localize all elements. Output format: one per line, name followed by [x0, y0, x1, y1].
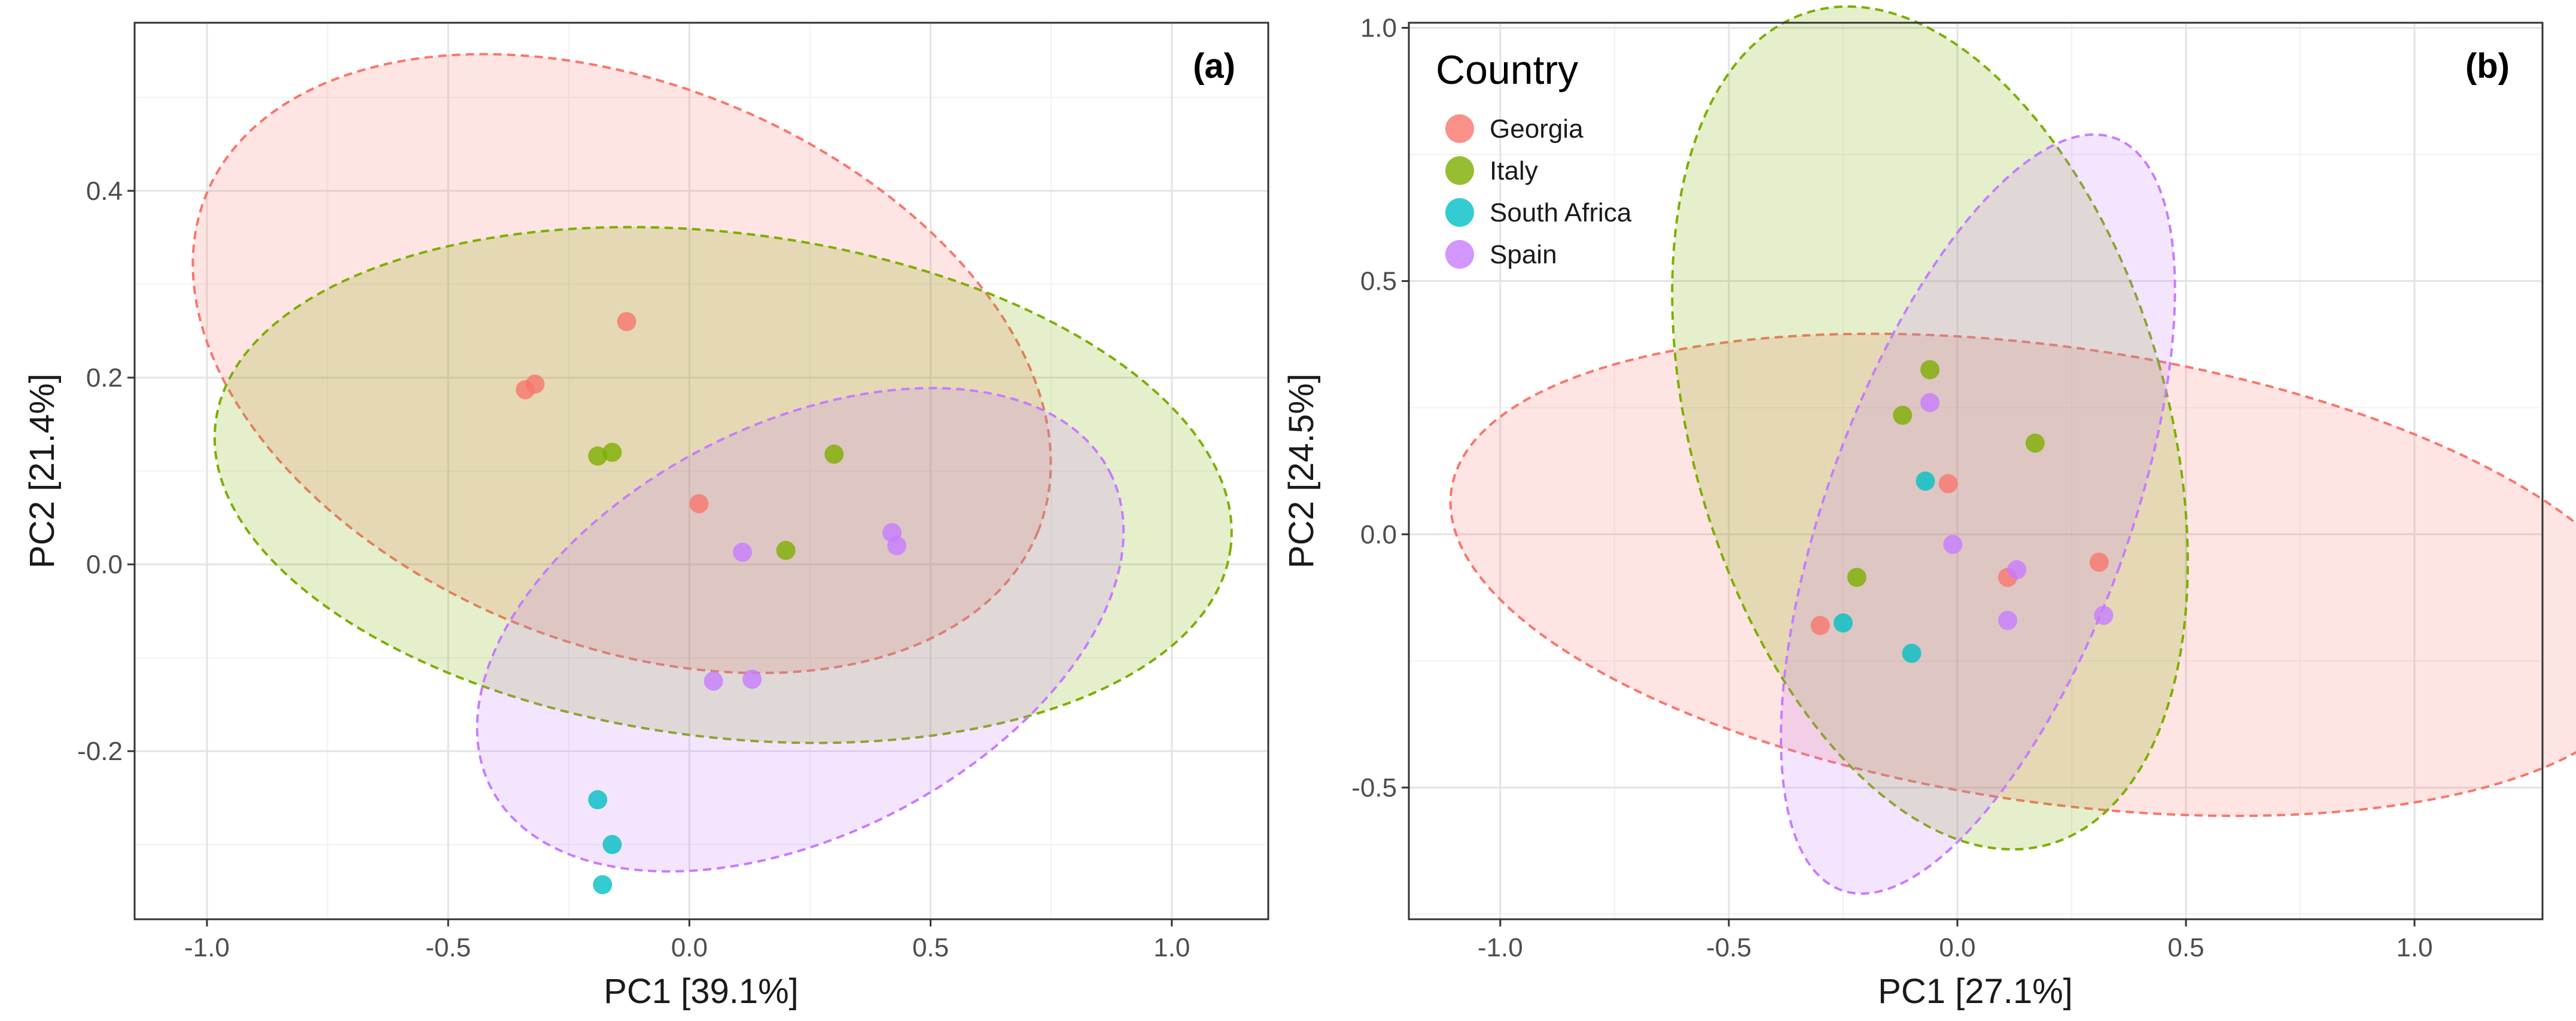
ellipse-spain	[1780, 133, 2176, 895]
panel-label-a: (a)	[1193, 47, 1235, 86]
points-b	[1810, 360, 2114, 663]
x-tick-label: 0.5	[2167, 933, 2204, 962]
x-tick-label: 0.5	[912, 933, 949, 962]
point-south-africa	[1902, 643, 1922, 663]
ellipse-spain	[476, 387, 1125, 873]
point-spain	[704, 671, 723, 691]
point-italy	[824, 444, 844, 464]
legend-item-spain: Spain	[1445, 240, 1557, 269]
grid-a	[135, 23, 1268, 919]
point-south-africa	[1833, 613, 1853, 633]
panel-b: -1.0 -0.5 0.0 0.5 1.0 -0.5 0.0 0.5 1.0 (b) PC1 […	[1282, 5, 2576, 1011]
ellipse-georgia	[1449, 332, 2576, 818]
point-italy	[602, 442, 622, 462]
point-georgia	[1810, 616, 1830, 636]
x-tick-label: -0.5	[425, 933, 471, 962]
legend-label-spain: Spain	[1490, 240, 1557, 269]
point-italy	[1847, 567, 1866, 587]
x-tick-label: -1.0	[184, 933, 230, 962]
legend-swatch-south-africa	[1445, 198, 1474, 227]
ellipses-a	[191, 53, 1233, 873]
y-axis-title-a: PC2 [21.4%]	[23, 373, 62, 569]
x-tick-label: 0.0	[671, 933, 708, 962]
point-south-africa	[602, 835, 622, 855]
point-spain	[887, 536, 907, 555]
y-tick-label: 0.4	[86, 177, 123, 206]
point-georgia	[1938, 474, 1958, 494]
legend-swatch-italy	[1445, 156, 1474, 185]
point-italy	[2025, 433, 2045, 453]
legend-item-georgia: Georgia	[1445, 114, 1584, 144]
point-south-africa	[1916, 471, 1935, 491]
legend: Country Georgia Italy South Africa Spain	[1436, 47, 1632, 269]
point-georgia	[525, 374, 545, 394]
ellipse-italy	[213, 226, 1233, 745]
point-georgia	[617, 312, 637, 332]
y-tick-label: 0.0	[86, 550, 123, 579]
y-tick-label: 0.0	[1360, 520, 1397, 549]
y-tick-label: -0.5	[1351, 773, 1397, 803]
y-axis-title-b: PC2 [24.5%]	[1282, 373, 1321, 569]
point-spain	[2094, 606, 2114, 625]
y-tick-label: 1.0	[1360, 13, 1397, 42]
point-italy	[1893, 405, 1913, 425]
legend-item-south-africa: South Africa	[1445, 198, 1632, 227]
plot-border-b	[1408, 22, 2544, 920]
point-italy	[776, 540, 796, 560]
point-italy	[588, 446, 608, 466]
grid-b	[1409, 23, 2542, 919]
ticks-a: -1.0 -0.5 0.0 0.5 1.0 -0.2 0.0 0.2 0.4	[77, 177, 1190, 962]
y-tick-label: -0.2	[77, 737, 123, 766]
legend-label-south-africa: South Africa	[1490, 198, 1632, 227]
y-tick-label: 0.5	[1360, 267, 1397, 296]
panel-a: -1.0 -0.5 0.0 0.5 1.0 -0.2 0.0 0.2 0.4 (a) PC1 […	[23, 22, 1269, 1011]
legend-label-georgia: Georgia	[1490, 114, 1584, 144]
point-spain	[1998, 610, 2017, 630]
legend-title: Country	[1436, 47, 1578, 93]
x-tick-label: -0.5	[1706, 933, 1752, 962]
point-georgia	[689, 494, 709, 513]
plot-border-a	[133, 22, 1269, 920]
legend-swatch-georgia	[1445, 114, 1474, 143]
x-tick-label: -1.0	[1478, 933, 1523, 962]
x-tick-label: 0.0	[1939, 933, 1975, 962]
x-axis-title-a: PC1 [39.1%]	[604, 972, 799, 1011]
x-tick-label: 1.0	[2396, 933, 2432, 962]
legend-item-italy: Italy	[1445, 156, 1538, 186]
points-a	[516, 312, 907, 895]
point-spain	[733, 542, 753, 562]
point-spain	[742, 669, 762, 689]
x-axis-title-b: PC1 [27.1%]	[1878, 972, 2073, 1011]
x-tick-label: 1.0	[1153, 933, 1190, 962]
legend-label-italy: Italy	[1490, 156, 1538, 186]
point-italy	[1920, 360, 1940, 379]
ellipse-georgia	[191, 53, 1052, 674]
point-spain	[2007, 560, 2027, 580]
y-tick-label: 0.2	[86, 363, 123, 393]
legend-swatch-spain	[1445, 240, 1474, 269]
ticks-b: -1.0 -0.5 0.0 0.5 1.0 -0.5 0.0 0.5 1.0	[1351, 13, 2432, 962]
point-south-africa	[593, 875, 613, 895]
point-georgia	[2089, 552, 2109, 572]
point-spain	[1943, 534, 1963, 554]
panel-label-b: (b)	[2465, 47, 2510, 86]
point-south-africa	[588, 790, 608, 810]
ellipses-b	[1449, 5, 2576, 895]
ellipse-italy	[1671, 5, 2189, 851]
point-spain	[1920, 393, 1940, 412]
